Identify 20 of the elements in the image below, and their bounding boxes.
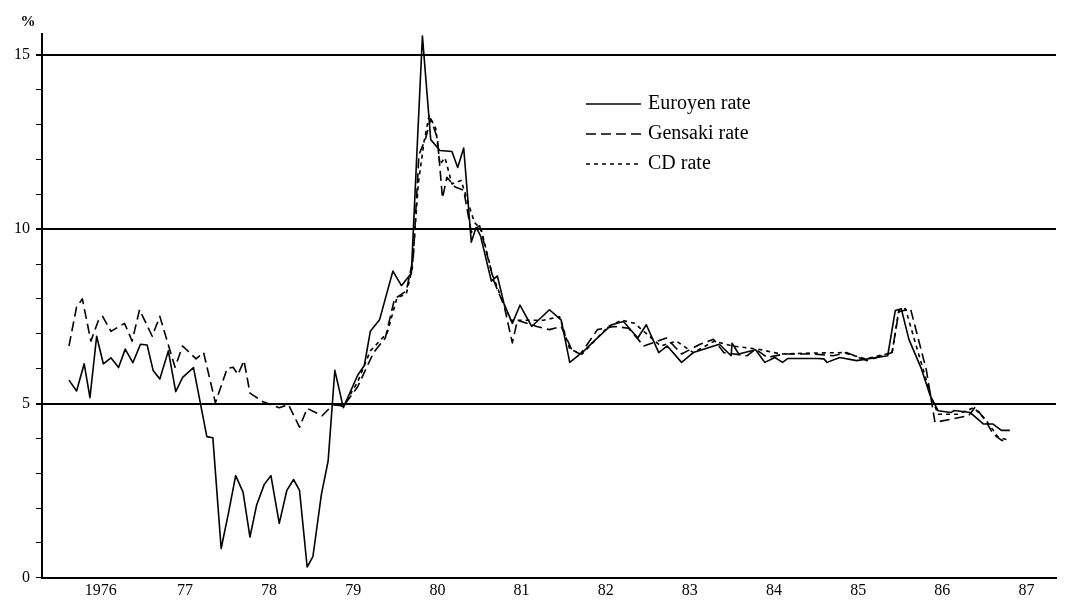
x-tick-label: 77 [176, 580, 193, 598]
y-tick-label: 15 [14, 45, 30, 63]
x-tick-label: 85 [850, 580, 867, 598]
y-axis-title: % [20, 13, 36, 30]
x-tick-label: 82 [597, 580, 614, 598]
legend-label: Gensaki rate [648, 121, 749, 144]
x-tick-label: 86 [934, 580, 951, 598]
y-tick-label: 10 [14, 219, 30, 237]
x-tick-label: 81 [513, 580, 530, 598]
x-tick-label: 83 [681, 580, 698, 598]
y-tick-label: 5 [22, 393, 30, 411]
x-tick-label: 1976 [84, 580, 117, 598]
x-tick-label: 78 [261, 580, 278, 598]
legend-label: Euroyen rate [648, 91, 751, 115]
legend-label: CD rate [648, 151, 711, 174]
x-tick-label: 80 [429, 580, 446, 598]
x-tick-label: 87 [1018, 580, 1035, 598]
x-tick-label: 79 [345, 580, 362, 598]
x-tick-label: 84 [766, 580, 783, 598]
y-tick-label: 0 [22, 568, 30, 585]
